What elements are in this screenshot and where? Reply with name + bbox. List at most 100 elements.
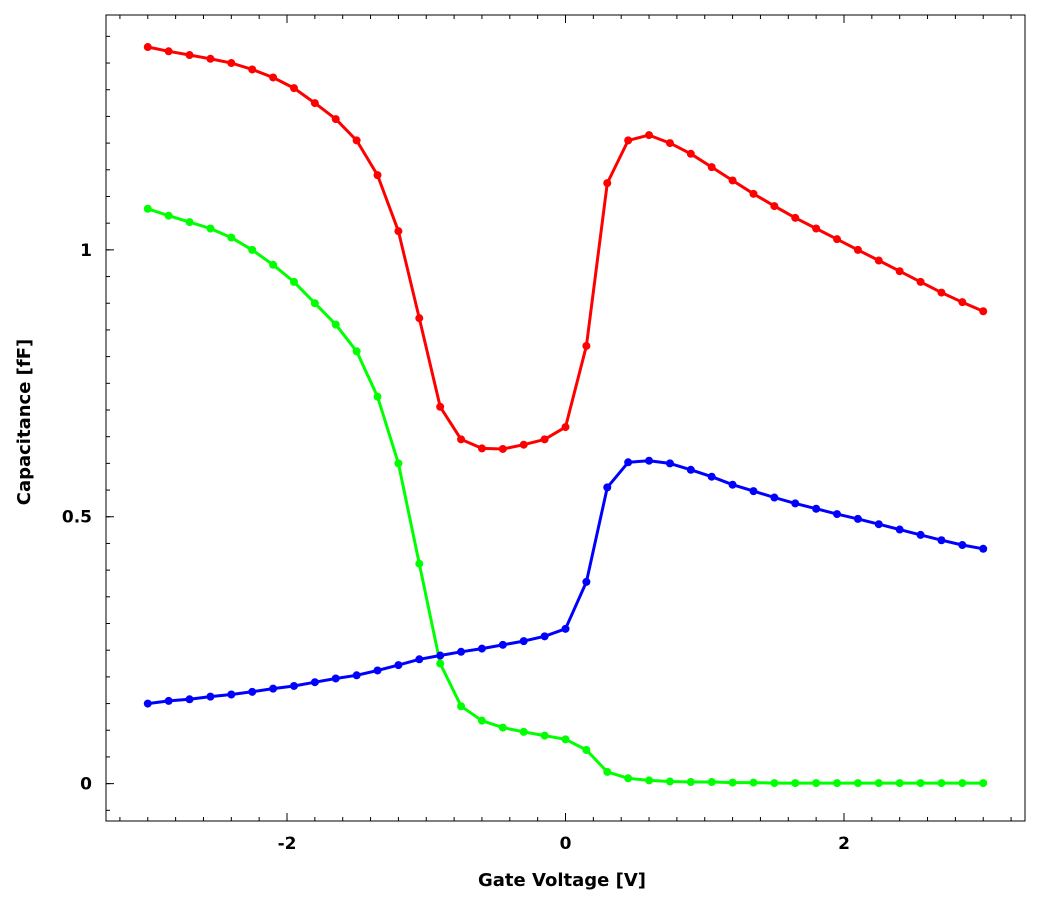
y-axis-title: Capacitance [fF] xyxy=(14,339,35,506)
data-point xyxy=(185,218,194,227)
data-point xyxy=(164,47,173,56)
data-point xyxy=(895,779,904,788)
data-point xyxy=(645,131,654,140)
data-point xyxy=(791,499,800,508)
data-point xyxy=(707,778,716,787)
data-point xyxy=(728,480,737,489)
data-point xyxy=(603,767,612,776)
data-point xyxy=(665,459,674,468)
data-point xyxy=(707,472,716,481)
data-point xyxy=(394,459,403,468)
data-point xyxy=(853,779,862,788)
data-point xyxy=(624,458,633,467)
data-point xyxy=(498,444,507,453)
data-point xyxy=(561,735,570,744)
data-point xyxy=(874,256,883,265)
data-point xyxy=(707,163,716,172)
series-layer xyxy=(143,43,988,788)
data-point xyxy=(310,299,319,308)
x-tick-label: -2 xyxy=(278,834,297,854)
data-point xyxy=(248,65,257,74)
data-point xyxy=(874,520,883,529)
data-point xyxy=(310,678,319,687)
y-tick-label: 0 xyxy=(80,775,92,795)
data-point xyxy=(519,440,528,449)
data-point xyxy=(895,525,904,534)
data-point xyxy=(686,778,695,787)
data-point xyxy=(770,493,779,502)
x-tick-label: 2 xyxy=(838,834,850,854)
y-tick-label: 0.5 xyxy=(62,508,92,528)
data-point xyxy=(436,402,445,411)
data-point xyxy=(206,224,215,233)
data-point xyxy=(164,696,173,705)
data-point xyxy=(143,204,152,213)
data-point xyxy=(937,536,946,545)
data-point xyxy=(373,171,382,180)
data-point xyxy=(791,213,800,222)
data-point xyxy=(561,423,570,432)
data-point xyxy=(331,320,340,329)
data-point xyxy=(331,115,340,124)
data-point xyxy=(645,776,654,785)
minor-ticks xyxy=(106,15,1012,821)
data-point xyxy=(686,465,695,474)
data-point xyxy=(749,189,758,198)
data-point xyxy=(415,559,424,568)
data-point xyxy=(833,779,842,788)
data-point xyxy=(728,778,737,787)
data-point xyxy=(519,727,528,736)
x-axis-ticks: -2 0 2 xyxy=(278,15,850,854)
data-point xyxy=(373,666,382,675)
data-point xyxy=(645,456,654,465)
data-point xyxy=(164,211,173,220)
data-point xyxy=(833,235,842,244)
data-point xyxy=(415,655,424,664)
data-point xyxy=(958,779,967,788)
data-point xyxy=(227,233,236,242)
data-point xyxy=(812,779,821,788)
data-point xyxy=(582,577,591,586)
data-point xyxy=(749,487,758,496)
data-point xyxy=(665,139,674,148)
data-point xyxy=(686,149,695,158)
data-point xyxy=(310,99,319,108)
data-point xyxy=(143,43,152,52)
data-point xyxy=(394,661,403,670)
data-point xyxy=(624,136,633,145)
data-point xyxy=(582,341,591,350)
data-point xyxy=(916,277,925,286)
data-point xyxy=(728,176,737,185)
data-point xyxy=(519,637,528,646)
data-point xyxy=(582,746,591,755)
data-point xyxy=(979,779,988,788)
data-point xyxy=(603,483,612,492)
data-point xyxy=(833,510,842,519)
data-point xyxy=(394,227,403,236)
y-axis-ticks: 00.51 xyxy=(62,241,114,795)
data-point xyxy=(770,779,779,788)
data-point xyxy=(561,624,570,633)
data-point xyxy=(206,54,215,63)
data-point xyxy=(477,644,486,653)
data-point xyxy=(937,288,946,297)
data-point xyxy=(289,277,298,286)
data-point xyxy=(540,435,549,444)
data-point xyxy=(352,671,361,680)
data-point xyxy=(269,73,278,82)
data-point xyxy=(457,435,466,444)
data-point xyxy=(979,307,988,316)
data-point xyxy=(477,444,486,453)
data-point xyxy=(227,59,236,68)
data-point xyxy=(937,779,946,788)
data-point xyxy=(498,640,507,649)
data-point xyxy=(812,504,821,513)
x-axis-title: Gate Voltage [V] xyxy=(478,870,646,891)
data-point xyxy=(143,699,152,708)
data-point xyxy=(624,774,633,783)
data-point xyxy=(436,659,445,668)
data-point xyxy=(916,530,925,539)
data-point xyxy=(749,778,758,787)
data-point xyxy=(352,136,361,145)
